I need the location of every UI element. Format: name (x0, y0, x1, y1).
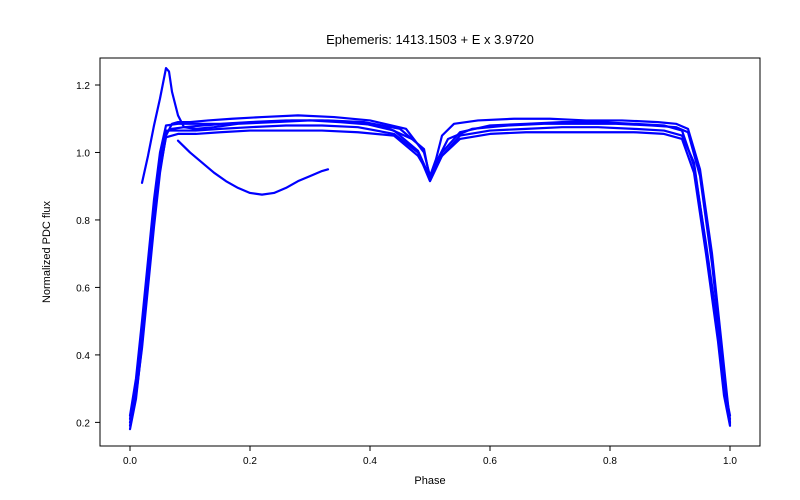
x-tick-label: 0.4 (363, 456, 377, 467)
y-tick-label: 0.8 (76, 216, 90, 227)
x-tick-label: 0.2 (243, 456, 257, 467)
chart-title: Ephemeris: 1413.1503 + E x 3.9720 (326, 32, 534, 47)
x-tick-label: 0.0 (123, 456, 137, 467)
y-axis-label: Normalized PDC flux (41, 200, 53, 303)
x-tick-label: 1.0 (723, 456, 737, 467)
x-axis-label: Phase (414, 475, 445, 487)
y-tick-label: 1.0 (76, 148, 90, 159)
y-tick-label: 0.6 (76, 283, 90, 294)
phase-flux-chart: 0.0 0.2 0.4 0.6 0.8 1.0 0.2 0.4 0.6 0.8 1.0 1.2 Phas… (0, 0, 800, 500)
chart-bg (0, 0, 800, 500)
y-tick-label: 0.4 (76, 351, 90, 362)
y-tick-label: 0.2 (76, 418, 90, 429)
x-tick-label: 0.8 (603, 456, 617, 467)
x-tick-label: 0.6 (483, 456, 497, 467)
y-tick-label: 1.2 (76, 81, 90, 92)
